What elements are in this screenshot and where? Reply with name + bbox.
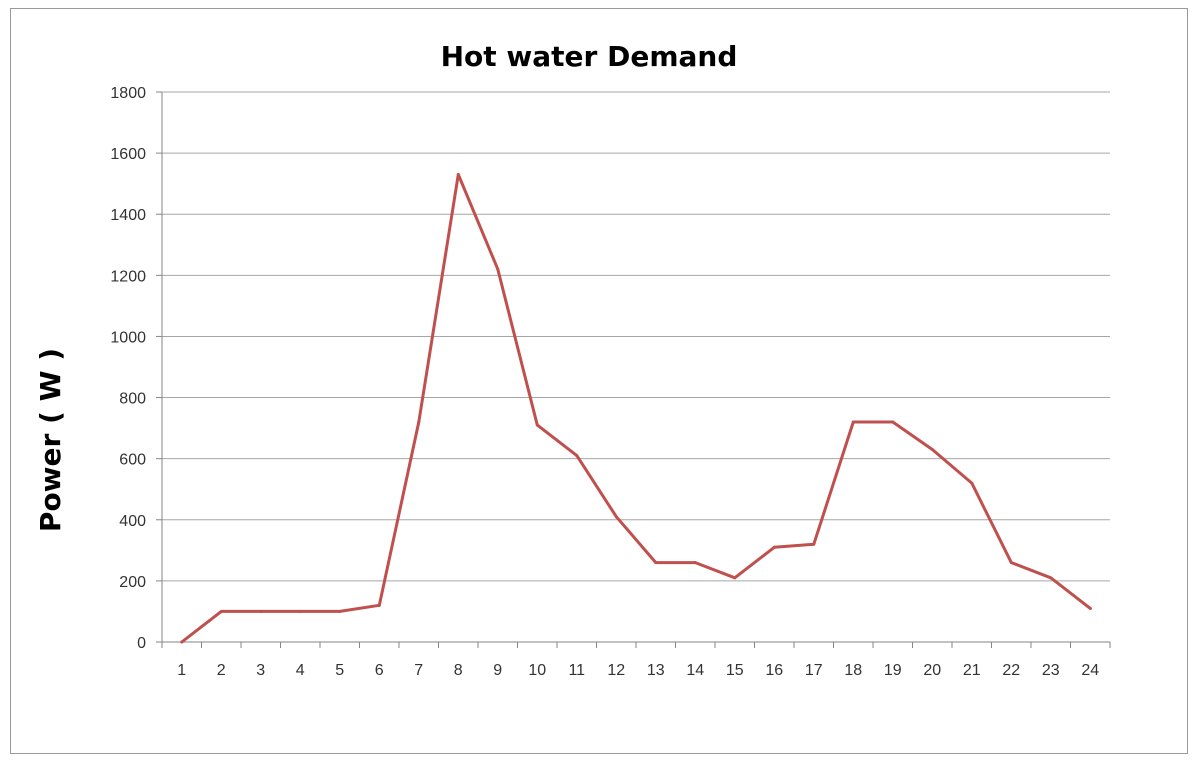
x-tick-label: 11: [568, 662, 585, 679]
axes: [156, 91, 1111, 648]
y-tick-label: 1400: [110, 207, 146, 224]
y-tick-label: 400: [119, 513, 146, 530]
data-point: [298, 609, 302, 613]
x-tick-label: 8: [454, 662, 463, 679]
x-tick-label: 20: [923, 662, 941, 679]
chart-frame: [10, 8, 1188, 754]
x-tick-label: 14: [686, 662, 704, 679]
y-tick-label: 600: [119, 452, 146, 469]
x-tick-label: 18: [844, 662, 862, 679]
data-point: [970, 481, 974, 485]
data-point: [772, 545, 776, 549]
series: [180, 173, 1092, 644]
y-tick-label: 0: [137, 635, 146, 652]
x-tick-label: 2: [217, 662, 226, 679]
x-tick-label: 15: [726, 662, 744, 679]
chart-title: Hot water Demand: [441, 40, 738, 73]
x-tick-labels: 1 2 3 4 5 6 7 8 9 10 11 12 13 14 15 16 17 18 19 20 21 22 23 24: [177, 662, 1099, 679]
x-tick-label: 5: [335, 662, 344, 679]
data-point: [812, 542, 816, 546]
data-point: [1009, 561, 1013, 565]
data-point: [891, 420, 895, 424]
data-point: [496, 267, 500, 271]
data-point: [1049, 576, 1053, 580]
data-point: [219, 609, 223, 613]
y-tick-label: 200: [119, 574, 146, 591]
data-point: [377, 603, 381, 607]
data-point: [456, 173, 460, 176]
x-tick-label: 6: [375, 662, 384, 679]
x-tick-label: 12: [607, 662, 625, 679]
x-tick-label: 21: [963, 662, 981, 679]
data-point: [654, 561, 658, 565]
x-tick-label: 24: [1081, 662, 1099, 679]
data-point: [535, 423, 539, 427]
data-point: [417, 420, 421, 424]
y-tick-label: 1800: [110, 85, 146, 102]
x-tick-label: 13: [647, 662, 665, 679]
gridlines: [162, 91, 1110, 582]
x-tick-label: 23: [1042, 662, 1060, 679]
data-point: [733, 576, 737, 580]
x-tick-label: 10: [528, 662, 546, 679]
data-point: [575, 454, 579, 458]
x-tick-label: 1: [177, 662, 186, 679]
x-tick-label: 22: [1002, 662, 1020, 679]
y-tick-label: 1000: [110, 329, 146, 346]
y-tick-label: 800: [119, 391, 146, 408]
x-tick-label: 16: [765, 662, 783, 679]
data-point: [614, 515, 618, 519]
data-point: [259, 609, 263, 613]
x-tick-label: 9: [493, 662, 502, 679]
data-point: [338, 609, 342, 613]
data-point: [1088, 606, 1092, 610]
y-tick-label: 1600: [110, 146, 146, 163]
data-point: [693, 561, 697, 565]
x-tick-label: 19: [884, 662, 902, 679]
data-point: [930, 448, 934, 451]
data-point: [851, 420, 855, 424]
series-line: [180, 173, 1092, 644]
data-point: [180, 640, 184, 644]
x-tick-label: 17: [805, 662, 823, 679]
x-tick-label: 3: [256, 662, 265, 679]
y-tick-labels: 0 200 400 600 800 1000 1200 1400 1600 1800: [110, 85, 146, 652]
x-tick-label: 4: [296, 662, 305, 679]
y-axis-label: Power ( W ): [34, 348, 67, 532]
y-tick-label: 1200: [110, 268, 146, 285]
x-tick-label: 7: [414, 662, 423, 679]
